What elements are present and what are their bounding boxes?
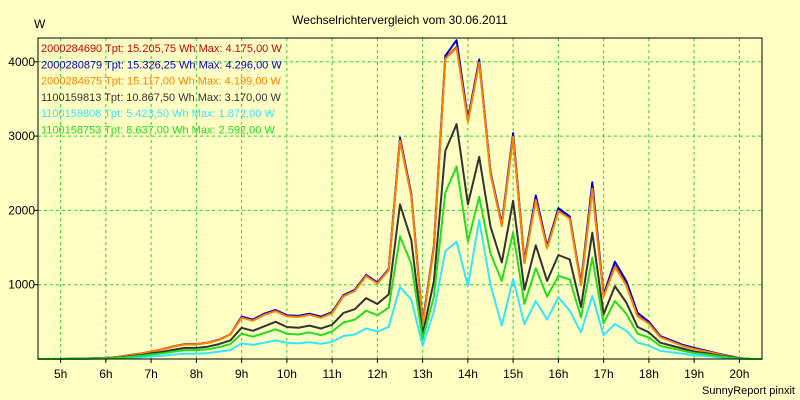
x-tick-label-8h: 8h: [190, 367, 203, 381]
x-tick-label-11h: 11h: [323, 367, 342, 381]
x-tick-label-9h: 9h: [235, 367, 248, 381]
x-tick-label-13h: 13h: [413, 367, 433, 381]
x-tick-label-7h: 7h: [144, 367, 157, 381]
tick-labels: 5h 6h 7h 8h 9h 10h 11h 12h 13h 14h 15h 16h 17h 18h 19h…: [8, 55, 749, 381]
credit-text: SunnyReport pinxit: [702, 385, 795, 397]
y-tick-label-1000: 1000: [8, 278, 35, 292]
series-lines: [38, 39, 762, 360]
series-line-6: [38, 165, 762, 360]
y-axis-label: W: [34, 17, 46, 31]
legend-entry-3: 2000284675 Tpt: 15.117,00 Wh Max: 4.199,…: [41, 76, 282, 88]
y-tick-label-4000: 4000: [8, 55, 35, 69]
legend-entry-4: 1100159813 Tpt: 10.867,50 Wh Max: 3.170,…: [41, 92, 282, 104]
axes: [34, 37, 763, 363]
x-tick-label-18h: 18h: [639, 367, 659, 381]
plot-background: [38, 38, 762, 359]
y-tick-label-2000: 2000: [8, 203, 35, 217]
series-line-5: [38, 219, 762, 360]
x-tick-label-5h: 5h: [54, 367, 67, 381]
series-line-3: [38, 46, 762, 360]
plot-border: [37, 37, 763, 360]
x-tick-label-12h: 12h: [367, 367, 387, 381]
chart-title: Wechselrichtervergleich vom 30.06.2011: [292, 13, 508, 27]
x-tick-label-19h: 19h: [684, 367, 704, 381]
plot-area: [38, 38, 762, 359]
x-tick-label-17h: 17h: [594, 367, 614, 381]
legend: 2000284690 Tpt: 15.205,75 Wh Max: 4.175,…: [41, 43, 282, 137]
x-tick-label-6h: 6h: [99, 367, 112, 381]
x-tick-label-14h: 14h: [458, 367, 478, 381]
x-tick-label-16h: 16h: [548, 367, 568, 381]
legend-entry-6: 1100158753 Tpt: 8.637,00 Wh Max: 2.592,0…: [41, 125, 275, 137]
legend-entry-2: 2000280879 Tpt: 15.326,25 Wh Max: 4.296,…: [41, 59, 282, 71]
legend-entry-1: 2000284690 Tpt: 15.205,75 Wh Max: 4.175,…: [41, 43, 282, 55]
y-tick-label-3000: 3000: [8, 129, 35, 143]
x-tick-label-20h: 20h: [729, 367, 749, 381]
x-tick-label-10h: 10h: [277, 367, 297, 381]
x-tick-label-15h: 15h: [503, 367, 523, 381]
series-line-4: [38, 123, 762, 360]
legend-entry-5: 1100159808 Tpt: 5.423,50 Wh Max: 1.872,0…: [41, 108, 275, 120]
